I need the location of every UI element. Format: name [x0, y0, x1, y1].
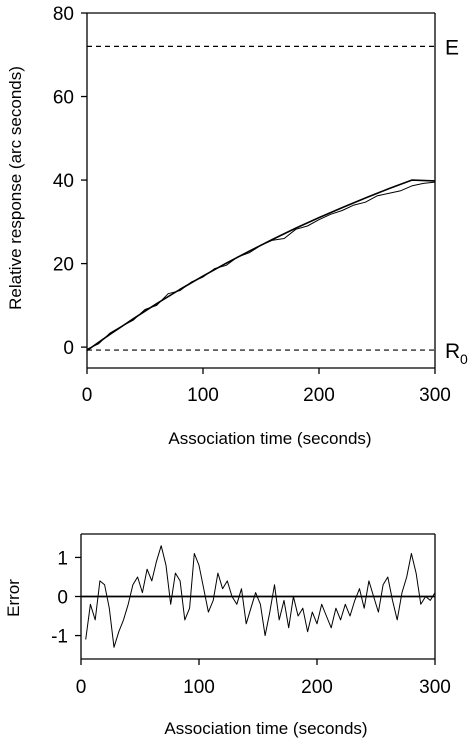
y-tick-label: 60	[53, 88, 74, 109]
x-tick-label: 200	[303, 385, 335, 406]
reference-label-E: E	[445, 36, 459, 59]
x-tick-label: 100	[183, 677, 215, 698]
bottom-ticks: 0 100 200 300 -1 0 1	[51, 548, 451, 698]
y-tick-label: 1	[57, 548, 68, 569]
y-tick-label: 20	[53, 255, 74, 276]
bottom-series	[81, 545, 436, 648]
x-tick-label: 100	[187, 385, 219, 406]
series-line-0	[86, 179, 436, 352]
x-tick-label: 300	[419, 385, 451, 406]
bottom-y-axis-title: Error	[4, 579, 23, 617]
y-tick-label: 0	[57, 588, 68, 609]
top-y-axis-title: Relative response (arc seconds)	[6, 66, 25, 310]
reference-subscript: 0	[460, 351, 468, 367]
error-chart: 0 100 200 300 -1 0 1 Association time (seconds…	[4, 533, 451, 738]
reference-label-R: R	[445, 340, 460, 363]
y-tick-label: 0	[63, 338, 74, 359]
y-tick-label: -1	[51, 627, 68, 648]
x-tick-label: 200	[301, 677, 333, 698]
x-tick-label: 0	[76, 677, 87, 698]
y-tick-label: 80	[53, 4, 74, 25]
series-line-1	[86, 181, 436, 350]
x-tick-label: 300	[419, 677, 451, 698]
top-series	[86, 179, 436, 352]
bottom-x-axis-title: Association time (seconds)	[164, 719, 367, 738]
y-tick-label: 40	[53, 171, 74, 192]
top-reference-lines: E R 0	[87, 36, 468, 367]
series-line-0	[85, 545, 436, 648]
top-ticks: 0 100 200 300 0 20 40 60 80	[53, 4, 451, 406]
x-tick-label: 0	[82, 385, 93, 406]
top-x-axis-title: Association time (seconds)	[168, 429, 371, 448]
